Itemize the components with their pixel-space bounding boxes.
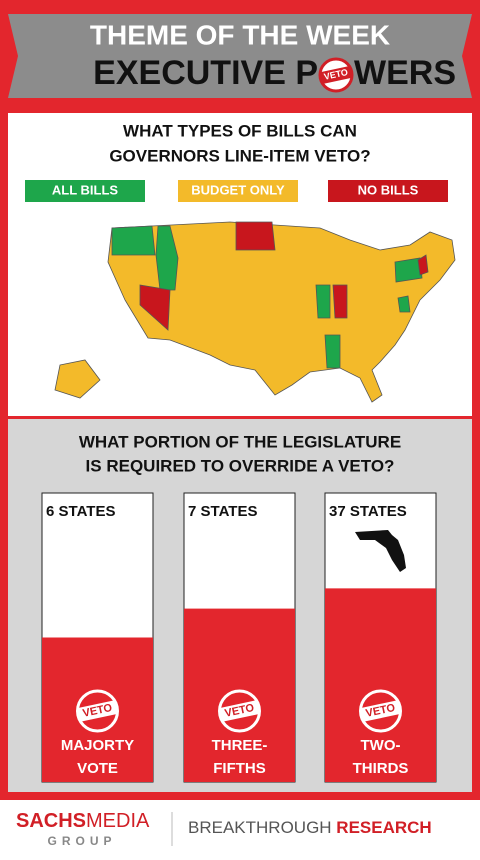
legend-label: NO BILLS bbox=[358, 182, 419, 197]
stamp-ring bbox=[218, 689, 261, 733]
bar-label: MAJORTY bbox=[61, 737, 134, 754]
bar-label: THIRDS bbox=[353, 760, 409, 777]
brand: SACHSMEDIA bbox=[16, 810, 150, 832]
legend-swatch bbox=[25, 180, 145, 202]
bar bbox=[325, 588, 436, 782]
veto-stamp: VETO bbox=[76, 689, 119, 733]
bar-count: 6 STATES bbox=[46, 503, 115, 520]
map-title: GOVERNORS LINE-ITEM VETO? bbox=[109, 146, 370, 165]
us-map bbox=[54, 221, 456, 403]
veto-stamp: VETO bbox=[218, 689, 261, 733]
bar-label: TWO- bbox=[361, 737, 401, 754]
tagline: BREAKTHROUGH RESEARCH bbox=[188, 818, 432, 837]
map-title: WHAT TYPES OF BILLS CAN bbox=[123, 121, 357, 140]
bar-label: FIFTHS bbox=[213, 760, 266, 777]
bar-label: VOTE bbox=[77, 760, 118, 777]
override-title: IS REQUIRED TO OVERRIDE A VETO? bbox=[86, 456, 395, 475]
legend-label: ALL BILLS bbox=[52, 182, 119, 197]
bar-label: THREE- bbox=[212, 737, 268, 754]
veto-stamp: VETO bbox=[359, 689, 402, 733]
stamp-band bbox=[77, 700, 118, 722]
footer bbox=[0, 800, 480, 855]
legend-swatch bbox=[328, 180, 448, 202]
stamp-band bbox=[360, 700, 401, 722]
override-title: WHAT PORTION OF THE LEGISLATURE bbox=[79, 432, 401, 451]
title: EXECUTIVE P bbox=[93, 54, 318, 92]
stamp-ring bbox=[359, 689, 402, 733]
bar bbox=[184, 608, 295, 782]
title: WERS bbox=[354, 54, 456, 92]
title-stamp: VETO bbox=[318, 57, 354, 93]
banner bbox=[8, 14, 472, 98]
stamp-ring bbox=[76, 689, 119, 733]
kicker: THEME OF THE WEEK bbox=[90, 19, 390, 50]
bar-count: 37 STATES bbox=[329, 503, 407, 520]
brand-bold: SACHS bbox=[16, 810, 86, 832]
brand-sub: GROUP bbox=[47, 834, 116, 848]
stamp-text: VETO bbox=[323, 67, 349, 82]
legend-label: BUDGET ONLY bbox=[191, 182, 285, 197]
legend-swatch bbox=[178, 180, 298, 202]
tag-light: BREAKTHROUGH bbox=[188, 818, 336, 837]
bar-count: 7 STATES bbox=[188, 503, 257, 520]
stamp-band bbox=[219, 700, 260, 722]
florida-icon bbox=[355, 530, 406, 572]
tag-bold: RESEARCH bbox=[336, 818, 431, 837]
brand-rest: MEDIA bbox=[86, 810, 150, 832]
